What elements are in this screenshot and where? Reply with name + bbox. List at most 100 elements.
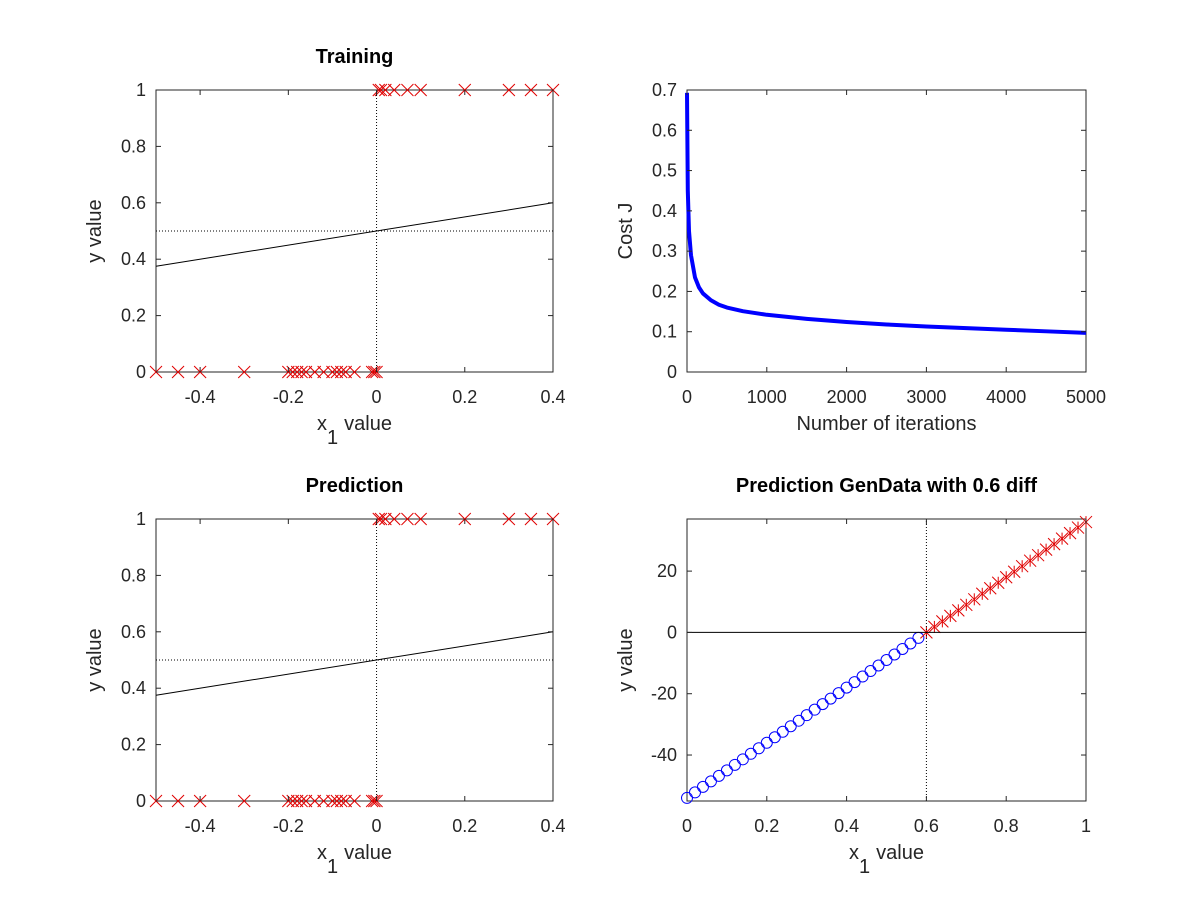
x-tick-label: -0.2 bbox=[273, 816, 304, 836]
y-tick-label: 0 bbox=[136, 362, 146, 382]
y-tick-label: 0.5 bbox=[652, 161, 677, 181]
data-point bbox=[502, 512, 516, 526]
x-tick-label: 2000 bbox=[827, 387, 867, 407]
data-point bbox=[704, 775, 717, 788]
x-tick-label: 0 bbox=[682, 816, 692, 836]
x-tick-label: 0 bbox=[372, 816, 382, 836]
x-tick-label: 0.4 bbox=[834, 816, 859, 836]
data-point bbox=[936, 615, 949, 628]
data-point bbox=[681, 791, 693, 804]
chart-panel-2: 0 1000 2000 3000 4000 5000 0 0.1 0.2 0.3 0.4 0.5 0.6… bbox=[615, 80, 1106, 435]
x-tick-label: 3000 bbox=[906, 387, 946, 407]
x-axis-label-suffix: value bbox=[344, 842, 392, 864]
data-point bbox=[339, 365, 353, 379]
y-tick-label: 0.7 bbox=[652, 80, 677, 100]
data-point bbox=[808, 703, 821, 716]
data-point bbox=[800, 709, 813, 722]
x-axis-label: x1 value bbox=[849, 842, 924, 878]
data-point bbox=[317, 794, 330, 808]
data-point bbox=[832, 687, 845, 700]
data-point bbox=[840, 681, 853, 694]
y-tick-label: 0.4 bbox=[121, 249, 146, 269]
data-point bbox=[744, 747, 757, 760]
y-axis-label: y value bbox=[84, 628, 106, 691]
y-tick-label: 0.6 bbox=[652, 120, 677, 140]
data-point bbox=[171, 794, 185, 808]
y-tick-label: 0 bbox=[136, 791, 146, 811]
x-tick-label: 0 bbox=[372, 387, 382, 407]
y-tick-label: 0.2 bbox=[121, 306, 146, 326]
data-point bbox=[728, 758, 741, 771]
x-tick-label: 0.4 bbox=[540, 816, 565, 836]
data-point bbox=[959, 598, 973, 612]
x-axis-label: Number of iterations bbox=[796, 413, 976, 435]
chart-title: Prediction GenData with 0.6 diff bbox=[736, 475, 1037, 497]
data-point bbox=[824, 692, 837, 705]
x-tick-label: 0.2 bbox=[452, 816, 477, 836]
data-point bbox=[688, 786, 701, 799]
data-point bbox=[334, 794, 348, 808]
data-point bbox=[295, 365, 308, 379]
x-axis-label-suffix: value bbox=[876, 842, 924, 864]
x-tick-label: 0 bbox=[682, 387, 692, 407]
data-point bbox=[339, 794, 353, 808]
data-point bbox=[299, 365, 313, 379]
data-point bbox=[967, 592, 981, 606]
data-point bbox=[308, 365, 322, 379]
x-tick-label: -0.2 bbox=[273, 387, 304, 407]
x-axis-label: x1 value bbox=[317, 413, 392, 449]
data-point bbox=[784, 720, 797, 733]
x-tick-label: 0.2 bbox=[452, 387, 477, 407]
y-tick-label: -40 bbox=[651, 745, 677, 765]
data-point bbox=[896, 642, 909, 655]
y-tick-label: 0.1 bbox=[652, 322, 677, 342]
x-axis-label: x1 value bbox=[317, 842, 392, 878]
x-tick-label: 0.6 bbox=[914, 816, 939, 836]
data-point bbox=[326, 365, 339, 379]
data-point bbox=[951, 603, 965, 617]
x-tick-label: 0.2 bbox=[754, 816, 779, 836]
y-tick-label: 0.4 bbox=[121, 678, 146, 698]
chart-panel-4: 0 0.2 0.4 0.6 0.8 1 -40 -20 0 20 Prediction GenDat… bbox=[615, 475, 1093, 878]
data-point bbox=[326, 794, 339, 808]
x-axis-label-suffix: value bbox=[344, 413, 392, 435]
data-point bbox=[872, 659, 885, 672]
data-point bbox=[983, 581, 997, 595]
data-point bbox=[999, 570, 1013, 584]
y-tick-label: 0.6 bbox=[121, 622, 146, 642]
data-point bbox=[171, 365, 185, 379]
data-point bbox=[414, 83, 428, 97]
data-point bbox=[379, 83, 392, 97]
data-point bbox=[816, 698, 829, 711]
x-tick-label: -0.4 bbox=[185, 387, 216, 407]
data-point bbox=[524, 83, 538, 97]
data-point bbox=[299, 794, 313, 808]
data-point bbox=[348, 794, 361, 808]
x-axis-label-main: x bbox=[317, 842, 327, 864]
data-point bbox=[372, 512, 386, 526]
data-point bbox=[1031, 548, 1045, 562]
x-tick-label: 1000 bbox=[747, 387, 787, 407]
y-tick-label: 0.8 bbox=[121, 136, 146, 156]
data-point bbox=[696, 780, 709, 793]
x-tick-label: 1 bbox=[1081, 816, 1091, 836]
data-point bbox=[401, 83, 414, 97]
data-point bbox=[295, 794, 308, 808]
series-line bbox=[685, 92, 1087, 335]
y-tick-label: 0.4 bbox=[652, 201, 677, 221]
y-tick-label: -20 bbox=[651, 684, 677, 704]
data-point bbox=[712, 769, 725, 782]
x-tick-label: 0.8 bbox=[994, 816, 1019, 836]
x-axis-label-main: x bbox=[317, 413, 327, 435]
chart-panel-1: -0.4 -0.2 0 0.2 0.400.20.40.60.81Trainingx1v… bbox=[84, 46, 566, 449]
data-point bbox=[334, 365, 348, 379]
data-point bbox=[975, 587, 989, 601]
chart-title: Training bbox=[316, 46, 394, 68]
data-point bbox=[348, 365, 361, 379]
data-point bbox=[387, 512, 401, 526]
x-axis-label-subscript: 1 bbox=[859, 856, 870, 878]
data-point bbox=[1071, 521, 1085, 534]
data-point bbox=[387, 83, 401, 97]
data-point bbox=[330, 365, 344, 379]
data-point bbox=[776, 725, 789, 738]
